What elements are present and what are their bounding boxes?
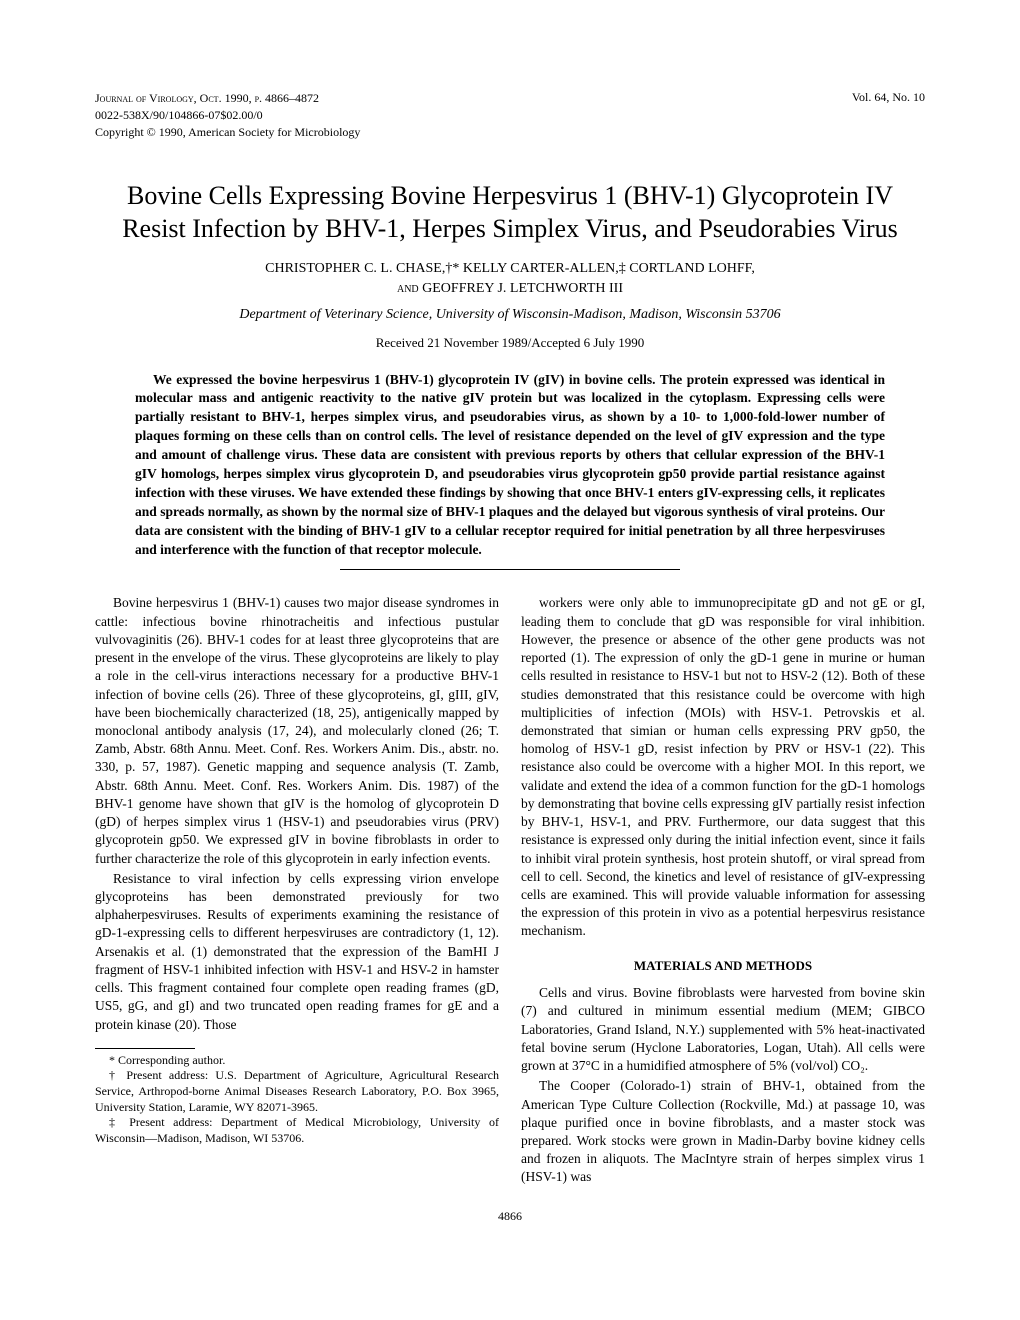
header-left: Journal of Virology, Oct. 1990, p. 4866–…: [95, 90, 360, 140]
right-column: workers were only able to immunoprecipit…: [521, 594, 925, 1188]
abstract: We expressed the bovine herpesvirus 1 (B…: [135, 371, 885, 560]
header-right: Vol. 64, No. 10: [852, 90, 925, 140]
issn-line: 0022-538X/90/104866-07$02.00/0: [95, 107, 360, 124]
left-column: Bovine herpesvirus 1 (BHV-1) causes two …: [95, 594, 499, 1188]
journal-name: Journal of Virology, Oct. 1990, p. 4866–…: [95, 91, 319, 105]
footnote-address-2: ‡ Present address: Department of Medical…: [95, 1115, 499, 1146]
body-paragraph: The Cooper (Colorado-1) strain of BHV-1,…: [521, 1077, 925, 1186]
body-paragraph: workers were only able to immunoprecipit…: [521, 594, 925, 940]
abstract-separator: [340, 569, 680, 570]
footnotes: * Corresponding author. † Present addres…: [95, 1053, 499, 1147]
body-paragraph: Resistance to viral infection by cells e…: [95, 870, 499, 1034]
volume-info: Vol. 64, No. 10: [852, 90, 925, 105]
affiliation: Department of Veterinary Science, Univer…: [95, 307, 925, 323]
footnote-address-1: † Present address: U.S. Department of Ag…: [95, 1068, 499, 1115]
footnote-separator: [95, 1048, 195, 1049]
received-accepted-dates: Received 21 November 1989/Accepted 6 Jul…: [95, 335, 925, 351]
body-paragraph: Cells and virus. Bovine fibroblasts were…: [521, 984, 925, 1075]
article-title: Bovine Cells Expressing Bovine Herpesvir…: [95, 180, 925, 245]
section-heading-materials: MATERIALS AND METHODS: [521, 957, 925, 975]
authors-line-1: CHRISTOPHER C. L. CHASE,†* KELLY CARTER-…: [265, 261, 755, 276]
body-paragraph: Bovine herpesvirus 1 (BHV-1) causes two …: [95, 594, 499, 867]
copyright-line: Copyright © 1990, American Society for M…: [95, 124, 360, 141]
page-header: Journal of Virology, Oct. 1990, p. 4866–…: [95, 90, 925, 140]
authors: CHRISTOPHER C. L. CHASE,†* KELLY CARTER-…: [95, 259, 925, 298]
page-number: 4866: [95, 1209, 925, 1224]
authors-line-2: and GEOFFREY J. LETCHWORTH III: [397, 281, 623, 296]
footnote-corresponding: * Corresponding author.: [95, 1053, 499, 1069]
body-columns: Bovine herpesvirus 1 (BHV-1) causes two …: [95, 594, 925, 1188]
